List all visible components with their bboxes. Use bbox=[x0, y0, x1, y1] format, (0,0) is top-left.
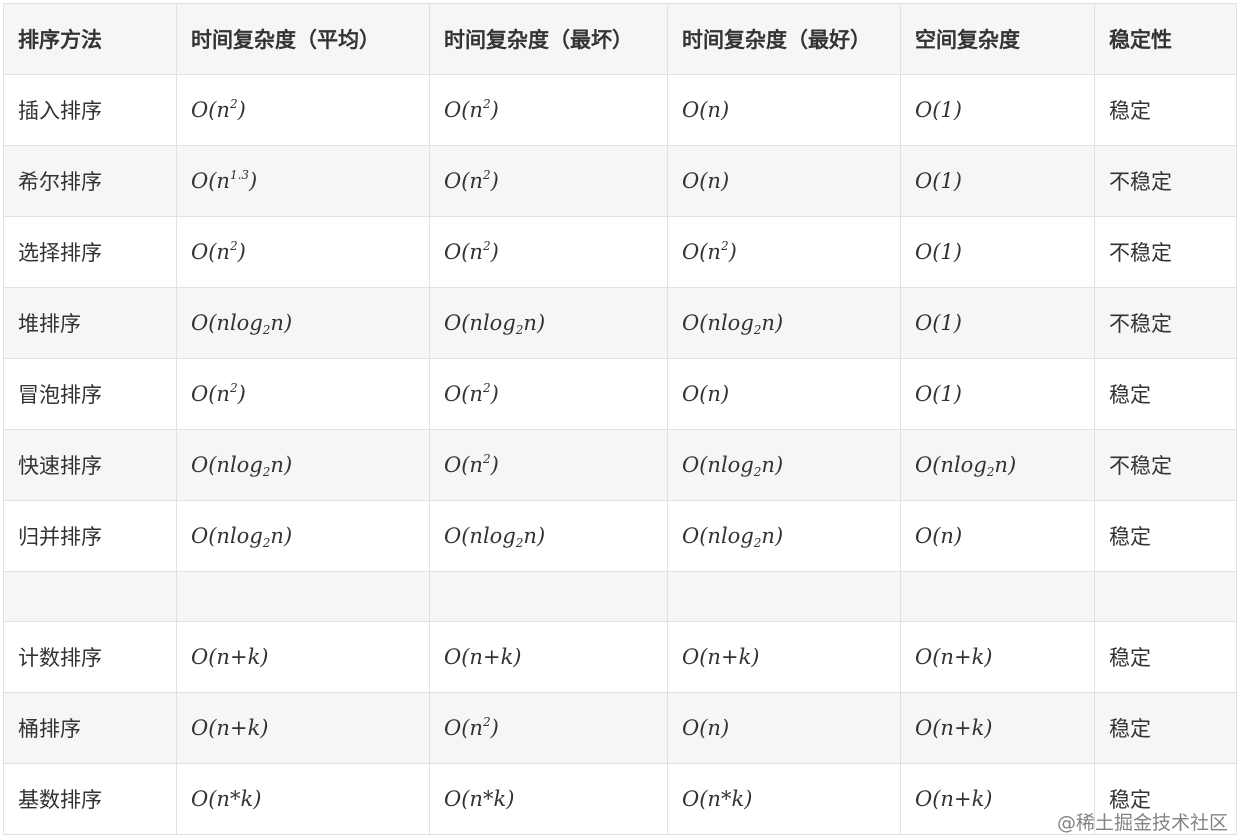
complexity-cell-space: O(n+k) bbox=[900, 763, 1095, 835]
complexity-cell-space: O(1) bbox=[900, 216, 1095, 288]
empty-cell bbox=[667, 571, 901, 622]
sorting-complexity-table: 排序方法 时间复杂度（平均） 时间复杂度（最坏） 时间复杂度（最好） 空间复杂度 稳定性 … bbox=[3, 3, 1237, 835]
complexity-cell-worst: O(n+k) bbox=[429, 621, 668, 693]
stability-cell: 不稳定 bbox=[1094, 145, 1237, 217]
stability-cell: 不稳定 bbox=[1094, 216, 1237, 288]
table-row: 冒泡排序 O(n2) O(n2) O(n) O(1) 稳定 bbox=[3, 358, 1237, 430]
complexity-cell-space: O(nlog2n) bbox=[900, 429, 1095, 501]
complexity-cell-avg: O(n1.3) bbox=[176, 145, 430, 217]
complexity-cell-worst: O(nlog2n) bbox=[429, 500, 668, 572]
sort-method-cell: 计数排序 bbox=[3, 621, 177, 693]
complexity-cell-worst: O(n2) bbox=[429, 216, 668, 288]
complexity-cell-best: O(n2) bbox=[667, 216, 901, 288]
complexity-cell-best: O(nlog2n) bbox=[667, 429, 901, 501]
complexity-cell-avg: O(n*k) bbox=[176, 763, 430, 835]
column-header: 时间复杂度（平均） bbox=[176, 3, 430, 75]
empty-cell bbox=[429, 571, 668, 622]
complexity-cell-avg: O(nlog2n) bbox=[176, 429, 430, 501]
separator-row bbox=[3, 571, 1237, 622]
complexity-cell-space: O(n+k) bbox=[900, 692, 1095, 764]
sort-method-cell: 基数排序 bbox=[3, 763, 177, 835]
complexity-cell-avg: O(n2) bbox=[176, 74, 430, 146]
table-row: 插入排序 O(n2) O(n2) O(n) O(1) 稳定 bbox=[3, 74, 1237, 146]
header-row: 排序方法 时间复杂度（平均） 时间复杂度（最坏） 时间复杂度（最好） 空间复杂度 稳定性 bbox=[3, 3, 1237, 75]
complexity-cell-best: O(n) bbox=[667, 74, 901, 146]
complexity-cell-best: O(n) bbox=[667, 145, 901, 217]
sort-method-cell: 插入排序 bbox=[3, 74, 177, 146]
table-row: 桶排序 O(n+k) O(n2) O(n) O(n+k) 稳定 bbox=[3, 692, 1237, 764]
complexity-cell-space: O(n+k) bbox=[900, 621, 1095, 693]
complexity-cell-avg: O(nlog2n) bbox=[176, 287, 430, 359]
table-row: 基数排序 O(n*k) O(n*k) O(n*k) O(n+k) 稳定 bbox=[3, 763, 1237, 835]
complexity-cell-worst: O(n2) bbox=[429, 74, 668, 146]
complexity-cell-worst: O(nlog2n) bbox=[429, 287, 668, 359]
stability-cell: 稳定 bbox=[1094, 763, 1237, 835]
stability-cell: 不稳定 bbox=[1094, 287, 1237, 359]
stability-cell: 不稳定 bbox=[1094, 429, 1237, 501]
complexity-cell-worst: O(n2) bbox=[429, 429, 668, 501]
column-header: 时间复杂度（最好） bbox=[667, 3, 901, 75]
empty-cell bbox=[900, 571, 1095, 622]
sort-method-cell: 快速排序 bbox=[3, 429, 177, 501]
column-header: 时间复杂度（最坏） bbox=[429, 3, 668, 75]
table-row: 堆排序 O(nlog2n) O(nlog2n) O(nlog2n) O(1) 不稳定 bbox=[3, 287, 1237, 359]
sort-method-cell: 堆排序 bbox=[3, 287, 177, 359]
watermark: @稀土掘金技术社区 bbox=[1057, 812, 1229, 834]
complexity-cell-worst: O(n2) bbox=[429, 145, 668, 217]
sort-method-cell: 桶排序 bbox=[3, 692, 177, 764]
sort-method-cell: 希尔排序 bbox=[3, 145, 177, 217]
complexity-cell-space: O(1) bbox=[900, 74, 1095, 146]
complexity-cell-worst: O(n*k) bbox=[429, 763, 668, 835]
complexity-cell-space: O(n) bbox=[900, 500, 1095, 572]
complexity-cell-best: O(n+k) bbox=[667, 621, 901, 693]
table-row: 快速排序 O(nlog2n) O(n2) O(nlog2n) O(nlog2n) 不稳定 bbox=[3, 429, 1237, 501]
stability-cell: 稳定 bbox=[1094, 621, 1237, 693]
stability-cell: 稳定 bbox=[1094, 74, 1237, 146]
complexity-cell-space: O(1) bbox=[900, 145, 1095, 217]
complexity-cell-worst: O(n2) bbox=[429, 692, 668, 764]
column-header: 排序方法 bbox=[3, 3, 177, 75]
complexity-cell-worst: O(n2) bbox=[429, 358, 668, 430]
stability-cell: 稳定 bbox=[1094, 692, 1237, 764]
complexity-cell-avg: O(n2) bbox=[176, 216, 430, 288]
stability-cell: 稳定 bbox=[1094, 500, 1237, 572]
complexity-cell-best: O(n*k) bbox=[667, 763, 901, 835]
table-row: 希尔排序 O(n1.3) O(n2) O(n) O(1) 不稳定 bbox=[3, 145, 1237, 217]
complexity-cell-avg: O(n+k) bbox=[176, 621, 430, 693]
complexity-cell-avg: O(n+k) bbox=[176, 692, 430, 764]
empty-cell bbox=[1094, 571, 1237, 622]
complexity-cell-space: O(1) bbox=[900, 358, 1095, 430]
sort-method-cell: 归并排序 bbox=[3, 500, 177, 572]
complexity-cell-best: O(n) bbox=[667, 358, 901, 430]
stability-cell: 稳定 bbox=[1094, 358, 1237, 430]
complexity-cell-best: O(nlog2n) bbox=[667, 500, 901, 572]
complexity-cell-best: O(n) bbox=[667, 692, 901, 764]
complexity-cell-best: O(nlog2n) bbox=[667, 287, 901, 359]
table-row: 选择排序 O(n2) O(n2) O(n2) O(1) 不稳定 bbox=[3, 216, 1237, 288]
empty-cell bbox=[176, 571, 430, 622]
column-header: 稳定性 bbox=[1094, 3, 1237, 75]
sort-method-cell: 冒泡排序 bbox=[3, 358, 177, 430]
table-row: 归并排序 O(nlog2n) O(nlog2n) O(nlog2n) O(n) 稳定 bbox=[3, 500, 1237, 572]
table-row: 计数排序 O(n+k) O(n+k) O(n+k) O(n+k) 稳定 bbox=[3, 621, 1237, 693]
complexity-cell-avg: O(nlog2n) bbox=[176, 500, 430, 572]
complexity-cell-space: O(1) bbox=[900, 287, 1095, 359]
empty-cell bbox=[3, 571, 177, 622]
sort-method-cell: 选择排序 bbox=[3, 216, 177, 288]
complexity-cell-avg: O(n2) bbox=[176, 358, 430, 430]
column-header: 空间复杂度 bbox=[900, 3, 1095, 75]
